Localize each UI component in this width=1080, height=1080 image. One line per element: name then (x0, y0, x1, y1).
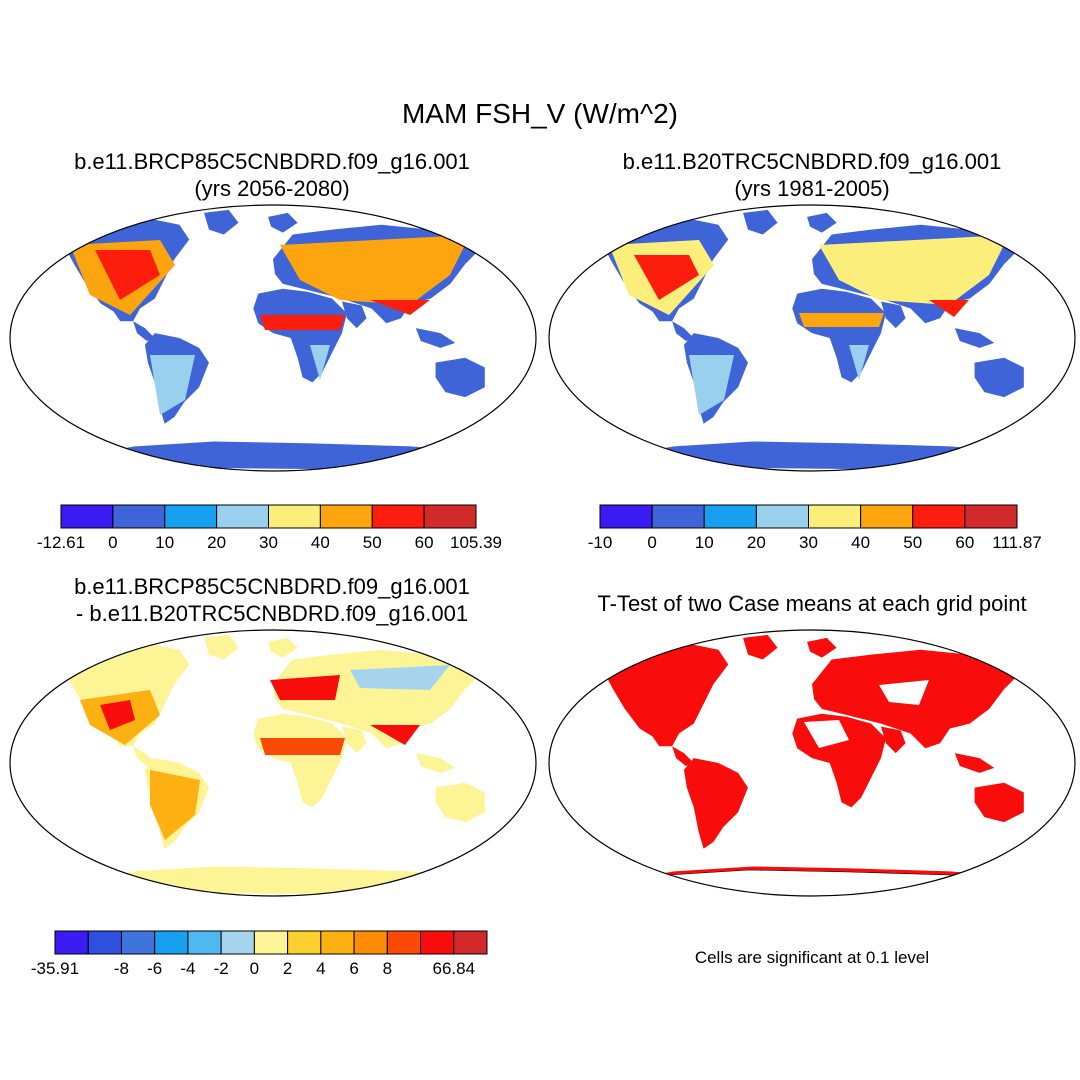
significance-note: Cells are significant at 0.1 level (694, 948, 930, 967)
panel-title-top-right: b.e11.B20TRC5CNBDRD.f09_g16.001 (yrs 198… (544, 148, 1080, 202)
map-border-top-left (9, 204, 537, 472)
panel-title-bottom-left-line2: - b.e11.B20TRC5CNBDRD.f09_g16.001 (75, 601, 469, 626)
map-border-bottom-left (9, 629, 537, 897)
map-panel-top-right (605, 209, 1024, 470)
panel-title-bottom-right: T-Test of two Case means at each grid po… (544, 590, 1080, 617)
panel-title-bottom-left: b.e11.BRCP85C5CNBDRD.f09_g16.001 - b.e11… (0, 573, 544, 627)
main-title: MAM FSH_V (W/m^2) (401, 98, 679, 129)
panel-title-top-right-line2: (yrs 1981-2005) (734, 176, 890, 201)
map-panel-bottom-left (66, 634, 485, 895)
panel-title-top-left-line2: (yrs 2056-2080) (194, 176, 350, 201)
panel-title-bottom-right-line1: T-Test of two Case means at each grid po… (597, 591, 1027, 616)
panel-title-top-left-line1: b.e11.BRCP85C5CNBDRD.f09_g16.001 (74, 149, 470, 174)
map-panel-top-left (66, 209, 485, 470)
map-border-top-right (548, 204, 1076, 472)
panel-title-bottom-left-line1: b.e11.BRCP85C5CNBDRD.f09_g16.001 (74, 574, 470, 599)
map-border-bottom-right (548, 629, 1076, 897)
panel-title-top-left: b.e11.BRCP85C5CNBDRD.f09_g16.001 (yrs 20… (0, 148, 544, 202)
map-panel-bottom-right (605, 634, 1024, 896)
panel-title-top-right-line1: b.e11.B20TRC5CNBDRD.f09_g16.001 (622, 149, 1002, 174)
